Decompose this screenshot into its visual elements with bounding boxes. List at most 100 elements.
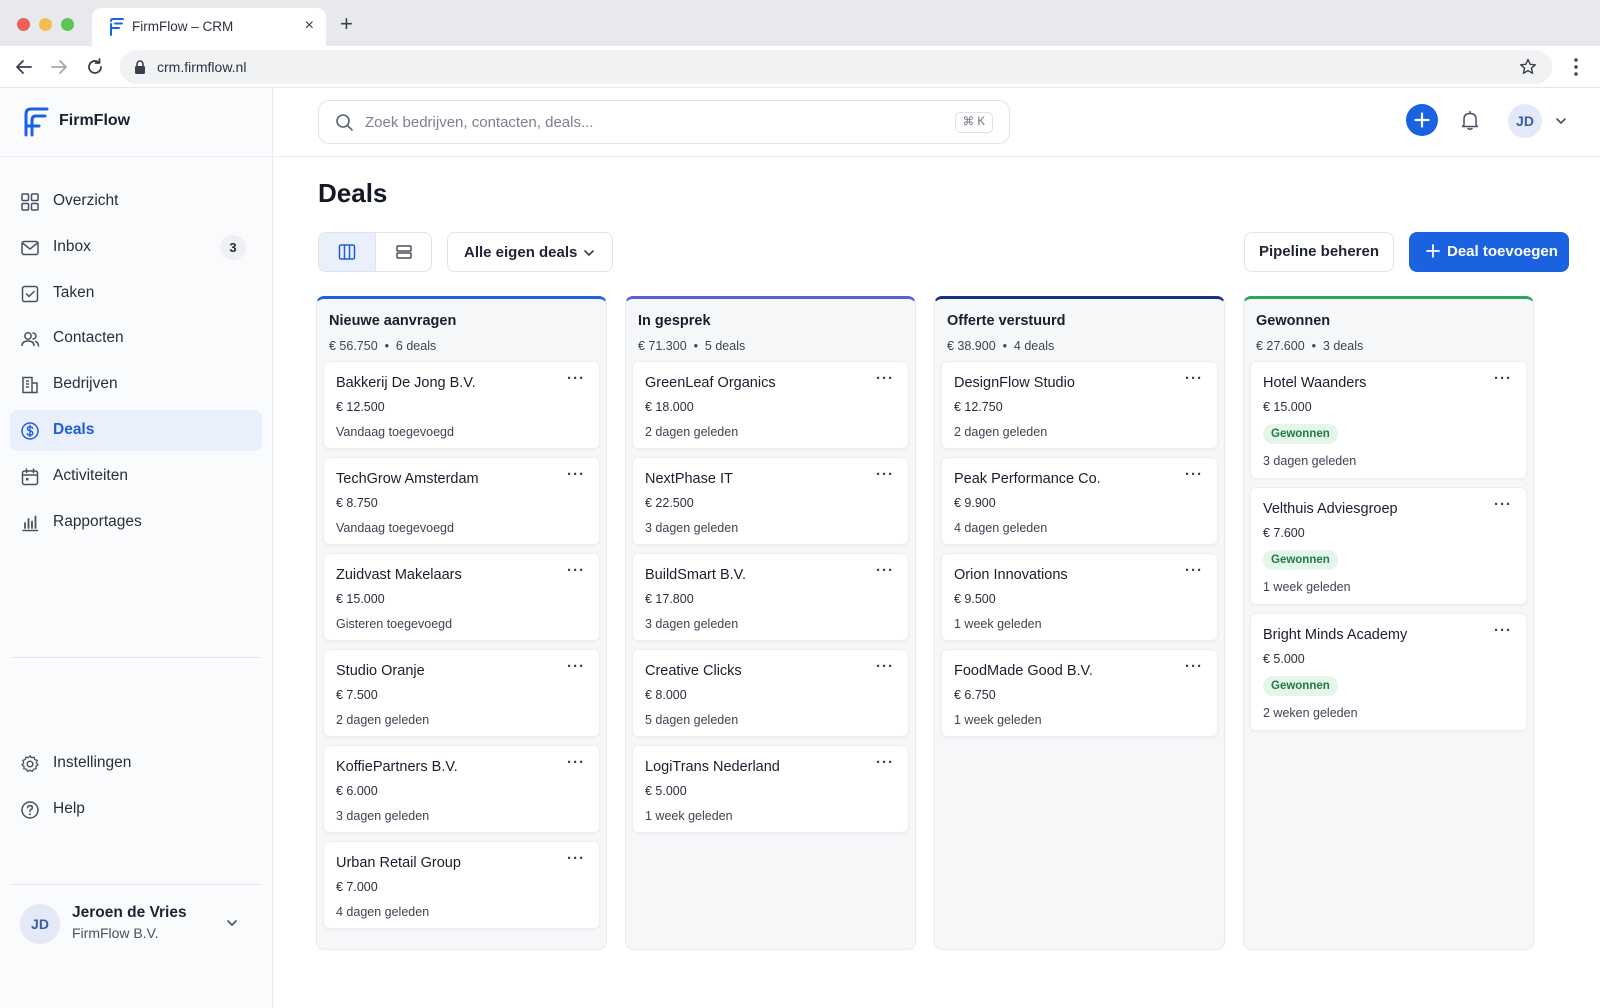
search-input[interactable] (365, 101, 885, 143)
board-view-button[interactable] (319, 233, 376, 271)
deal-card[interactable]: GreenLeaf Organics ··· € 18.000 2 dagen gel… (632, 361, 909, 449)
filter-label: Alle eigen deals (464, 244, 578, 261)
search-box: ⌘ K (318, 100, 1010, 144)
more-options-icon[interactable]: ··· (567, 754, 585, 771)
url-text: crm.firmflow.nl (157, 59, 247, 75)
forward-arrow-icon[interactable] (48, 56, 70, 78)
inbox-icon (21, 240, 39, 256)
more-options-icon[interactable]: ··· (567, 562, 585, 579)
sidebar-item-rapportages[interactable]: Rapportages (10, 502, 262, 543)
deal-card[interactable]: KoffiePartners B.V. ··· € 6.000 3 dagen gel… (323, 745, 600, 833)
deal-amount: € 8.750 (336, 496, 378, 510)
deal-title: Zuidvast Makelaars (336, 567, 462, 583)
quick-add-button[interactable] (1406, 104, 1438, 136)
chevron-down-icon[interactable] (1553, 113, 1569, 129)
reload-icon[interactable] (84, 56, 106, 78)
deal-title: Velthuis Adviesgroep (1263, 501, 1398, 517)
help-icon (21, 801, 39, 819)
deal-card[interactable]: Zuidvast Makelaars ··· € 15.000 Gisteren to… (323, 553, 600, 641)
more-options-icon[interactable]: ··· (1494, 370, 1512, 387)
deal-card[interactable]: BuildSmart B.V. ··· € 17.800 3 dagen gelede… (632, 553, 909, 641)
deal-date: 1 week geleden (954, 713, 1042, 727)
deal-filter-dropdown[interactable]: Alle eigen deals (447, 232, 613, 272)
browser-tab[interactable]: FirmFlow – CRM × (92, 8, 326, 46)
deal-amount: € 9.900 (954, 496, 996, 510)
more-options-icon[interactable]: ··· (1185, 370, 1203, 387)
deal-date: 3 dagen geleden (645, 521, 739, 535)
dollar-icon (21, 422, 39, 440)
sidebar-item-deals[interactable]: Deals (10, 409, 262, 451)
more-options-icon[interactable]: ··· (567, 466, 585, 483)
bell-icon[interactable] (1458, 108, 1482, 132)
more-options-icon[interactable]: ··· (1494, 496, 1512, 513)
sidebar-item-taken[interactable]: Taken (10, 273, 262, 314)
deal-card[interactable]: Bakkerij De Jong B.V. ··· € 12.500 Vandaag … (323, 361, 600, 449)
maximize-window-button[interactable] (61, 18, 74, 31)
sidebar-item-label: Overzicht (53, 192, 119, 209)
deal-card[interactable]: TechGrow Amsterdam ··· € 8.750 Vandaag toeg… (323, 457, 600, 545)
deal-card[interactable]: LogiTrans Nederland ··· € 5.000 1 week gele… (632, 745, 909, 833)
deal-card[interactable]: Studio Oranje ··· € 7.500 2 dagen geleden (323, 649, 600, 737)
deal-card[interactable]: DesignFlow Studio ··· € 12.750 2 dagen gele… (941, 361, 1218, 449)
more-options-icon[interactable]: ··· (876, 466, 894, 483)
manage-pipeline-button[interactable]: Pipeline beheren (1244, 232, 1394, 272)
brand[interactable]: FirmFlow (0, 88, 272, 157)
pipeline-column: Nieuwe aanvragen € 56.750 • 6 deals Bakker… (316, 296, 607, 950)
deal-card[interactable]: Peak Performance Co. ··· € 9.900 4 dagen ge… (941, 457, 1218, 545)
bar-chart-icon (22, 515, 39, 531)
deal-card[interactable]: FoodMade Good B.V. ··· € 6.750 1 week geled… (941, 649, 1218, 737)
checkbox-icon (21, 285, 39, 302)
add-deal-button[interactable]: Deal toevoegen (1409, 232, 1569, 272)
bookmark-star-icon[interactable] (1518, 57, 1538, 77)
list-view-button[interactable] (376, 233, 431, 271)
sidebar-item-contacten[interactable]: Contacten (10, 318, 262, 359)
tab-close-icon[interactable]: × (304, 17, 314, 34)
deal-amount: € 7.000 (336, 880, 378, 894)
sidebar-item-overzicht[interactable]: Overzicht (10, 181, 262, 222)
more-options-icon[interactable]: ··· (567, 658, 585, 675)
deal-card[interactable]: Orion Innovations ··· € 9.500 1 week gelede… (941, 553, 1218, 641)
deal-card[interactable]: Urban Retail Group ··· € 7.000 4 dagen gele… (323, 841, 600, 929)
column-title: In gesprek (638, 313, 711, 329)
brand-name: FirmFlow (59, 112, 131, 129)
pipeline-column: Gewonnen € 27.600 • 3 deals Hotel Waanders… (1243, 296, 1534, 950)
more-options-icon[interactable]: ··· (1185, 658, 1203, 675)
pipeline-column: In gesprek € 71.300 • 5 deals GreenLeaf Or… (625, 296, 916, 950)
deal-card[interactable]: Bright Minds Academy ··· € 5.000 Gewonnen 2 … (1250, 613, 1527, 731)
more-options-icon[interactable]: ··· (876, 370, 894, 387)
deal-card[interactable]: Hotel Waanders ··· € 15.000 Gewonnen 3 dagen… (1250, 361, 1527, 479)
deal-title: Creative Clicks (645, 663, 742, 679)
more-options-icon[interactable]: ··· (876, 754, 894, 771)
url-field[interactable]: crm.firmflow.nl (120, 50, 1552, 84)
browser-menu-icon[interactable] (1566, 56, 1586, 78)
more-options-icon[interactable]: ··· (1494, 622, 1512, 639)
new-tab-button[interactable]: + (340, 11, 353, 36)
calendar-icon (21, 468, 39, 486)
sidebar-item-activiteiten[interactable]: Activiteiten (10, 456, 262, 497)
deal-amount: € 22.500 (645, 496, 694, 510)
tab-title: FirmFlow – CRM (132, 19, 234, 34)
user-org: FirmFlow B.V. (72, 925, 159, 941)
more-options-icon[interactable]: ··· (876, 658, 894, 675)
deal-card[interactable]: Velthuis Adviesgroep ··· € 7.600 Gewonnen 1 … (1250, 487, 1527, 605)
sidebar-item-instellingen[interactable]: Instellingen (10, 743, 262, 784)
deal-date: 1 week geleden (954, 617, 1042, 631)
deal-date: 1 week geleden (645, 809, 733, 823)
deal-title: Orion Innovations (954, 567, 1068, 583)
minimize-window-button[interactable] (39, 18, 52, 31)
sidebar-item-inbox[interactable]: Inbox 3 (10, 227, 262, 268)
deal-card[interactable]: NextPhase IT ··· € 22.500 3 dagen geleden (632, 457, 909, 545)
sidebar-item-help[interactable]: Help (10, 789, 262, 830)
more-options-icon[interactable]: ··· (1185, 466, 1203, 483)
sidebar-item-bedrijven[interactable]: Bedrijven (10, 364, 262, 405)
more-options-icon[interactable]: ··· (876, 562, 894, 579)
user-switcher[interactable]: JD Jeroen de Vries FirmFlow B.V. (20, 900, 252, 956)
back-arrow-icon[interactable] (13, 56, 35, 78)
more-options-icon[interactable]: ··· (567, 370, 585, 387)
search-shortcut-hint: ⌘ K (954, 112, 993, 133)
more-options-icon[interactable]: ··· (1185, 562, 1203, 579)
close-window-button[interactable] (17, 18, 30, 31)
avatar[interactable]: JD (1508, 104, 1542, 138)
deal-card[interactable]: Creative Clicks ··· € 8.000 5 dagen geleden (632, 649, 909, 737)
more-options-icon[interactable]: ··· (567, 850, 585, 867)
